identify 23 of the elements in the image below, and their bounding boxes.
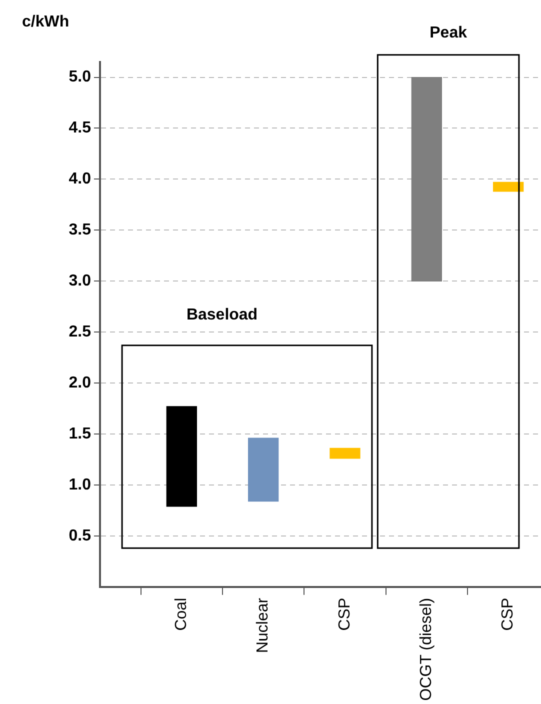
x-tick-label: CSP — [336, 598, 354, 631]
y-axis-title: c/kWh — [22, 13, 70, 30]
bar — [493, 182, 524, 192]
x-tick-label: Nuclear — [254, 597, 272, 654]
y-tick-label: 4.5 — [68, 120, 92, 137]
y-tick-label: 2.0 — [68, 374, 92, 392]
bar — [411, 76, 442, 282]
x-tick-label: CSP — [500, 598, 517, 631]
y-tick-label: 1.5 — [68, 425, 92, 442]
bar — [248, 438, 279, 502]
x-tick-label: OCGT (diesel) — [418, 598, 436, 701]
bar — [330, 448, 360, 459]
y-tick-label: 3.0 — [68, 272, 92, 290]
y-tick-label: 0.5 — [68, 527, 92, 544]
x-tick-label: Coal — [173, 598, 190, 631]
y-tick-label: 3.5 — [68, 222, 92, 239]
y-tick-label: 5.0 — [68, 68, 92, 86]
bar — [166, 406, 197, 507]
text: Peak — [430, 24, 468, 42]
y-tick-label: 2.5 — [68, 323, 92, 340]
y-tick-label: 1.0 — [68, 476, 92, 494]
y-tick-label: 4.0 — [68, 170, 92, 188]
annotation: Baseload — [186, 306, 258, 324]
